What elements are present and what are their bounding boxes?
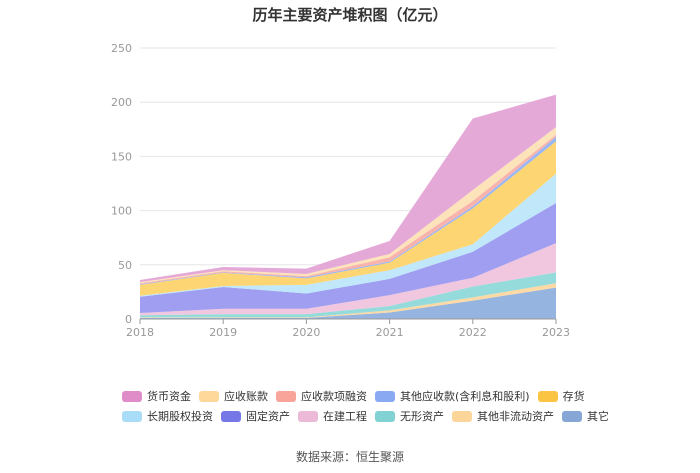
legend-label: 固定资产 — [246, 410, 290, 423]
legend-swatch — [375, 390, 395, 402]
legend-item[interactable]: 无形资产 — [375, 408, 444, 424]
x-tick-label: 2019 — [209, 326, 237, 339]
y-tick-label: 150 — [111, 150, 132, 163]
legend-item[interactable]: 应收款项融资 — [276, 388, 367, 404]
y-tick-label: 100 — [111, 205, 132, 218]
legend-swatch — [122, 390, 142, 402]
legend-swatch — [537, 390, 558, 402]
legend-swatch — [122, 410, 142, 422]
legend-label: 其它 — [587, 410, 609, 423]
x-tick-label: 2021 — [376, 326, 404, 339]
legend-label: 存货 — [562, 390, 585, 403]
legend-item[interactable]: 其它 — [562, 408, 609, 424]
y-tick-label: 50 — [118, 259, 132, 272]
legend-item[interactable]: 货币资金 — [122, 388, 191, 404]
area-series-其他非流动资产[interactable] — [140, 283, 556, 318]
legend-item[interactable]: 应收账款 — [199, 388, 268, 404]
y-tick-label: 250 — [111, 42, 132, 55]
legend-label: 其他应收款(含利息和股利) — [400, 390, 530, 403]
legend-swatch — [199, 390, 219, 402]
data-source: 数据来源：恒生聚源 — [295, 450, 404, 464]
y-tick-label: 200 — [111, 96, 132, 109]
area-series-group — [140, 94, 556, 319]
x-tick-label: 2020 — [292, 326, 320, 339]
legend-label: 应收账款 — [224, 390, 268, 403]
legend-swatch — [276, 390, 296, 402]
legend-label: 应收款项融资 — [301, 390, 367, 403]
legend-swatch — [298, 410, 318, 422]
legend-swatch — [562, 410, 582, 422]
x-tick-label: 2018 — [126, 326, 154, 339]
legend-label: 无形资产 — [400, 410, 444, 423]
legend-swatch — [221, 410, 241, 422]
legend-swatch — [452, 410, 472, 422]
legend-label: 在建工程 — [323, 410, 367, 423]
legend-item[interactable]: 长期股权投资 — [122, 408, 213, 424]
legend-item[interactable]: 固定资产 — [221, 408, 290, 424]
x-tick-label: 2023 — [542, 326, 570, 339]
legend-row: 长期股权投资 固定资产 在建工程 无形资产 其他非流动资产 其它 — [122, 406, 642, 426]
chart-title: 历年主要资产堆积图（亿元） — [252, 6, 448, 24]
legend: 货币资金 应收账款 应收款项融资 其他应收款(含利息和股利) 存货长期股权投资 固定资产 在… — [122, 386, 642, 426]
legend-item[interactable]: 存货 — [537, 388, 585, 404]
legend-swatch — [375, 410, 395, 422]
legend-label: 货币资金 — [147, 390, 191, 403]
legend-item[interactable]: 其他应收款(含利息和股利) — [375, 388, 530, 404]
legend-label: 长期股权投资 — [147, 410, 213, 423]
legend-row: 货币资金 应收账款 应收款项融资 其他应收款(含利息和股利) 存货 — [122, 386, 642, 406]
x-tick-label: 2022 — [459, 326, 487, 339]
legend-label: 其他非流动资产 — [477, 410, 554, 423]
area-series-固定资产[interactable] — [140, 203, 556, 314]
y-tick-label: 0 — [125, 313, 132, 326]
axes: 0 50 100 150 200 250 2018 2019 2020 2021 2022 2023 — [111, 42, 570, 339]
area-series-无形资产[interactable] — [140, 272, 556, 318]
legend-item[interactable]: 在建工程 — [298, 408, 367, 424]
area-series-货币资金[interactable] — [140, 94, 556, 283]
legend-item[interactable]: 其他非流动资产 — [452, 408, 554, 424]
area-series-在建工程[interactable] — [140, 243, 556, 316]
area-series-其它[interactable] — [140, 287, 556, 319]
area-series-存货[interactable] — [140, 141, 556, 296]
